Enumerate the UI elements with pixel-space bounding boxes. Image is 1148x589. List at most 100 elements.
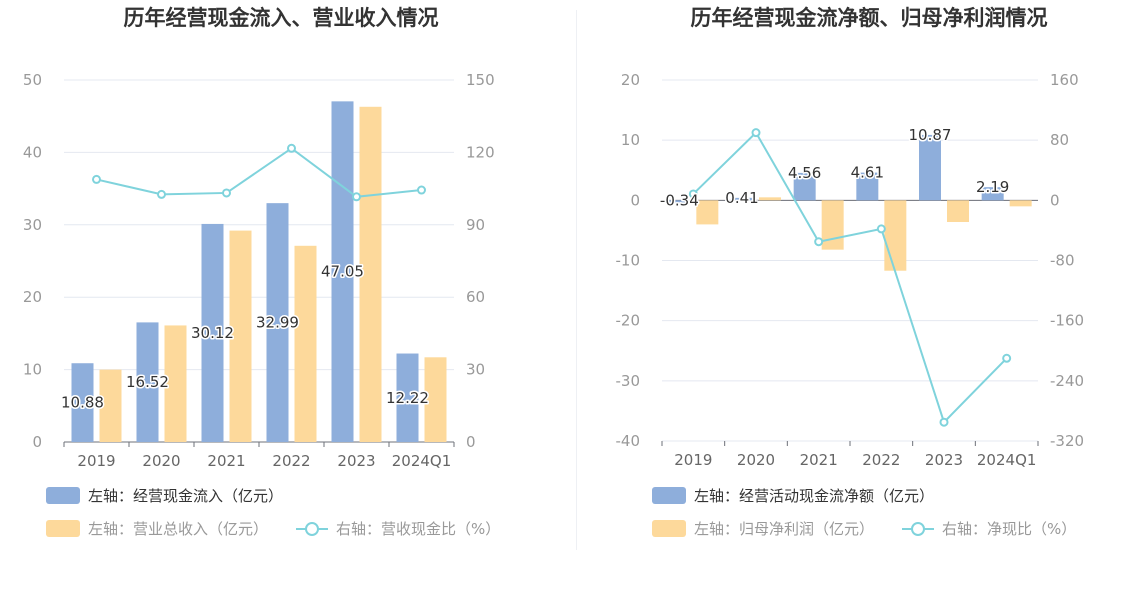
y2-tick-label: 60 <box>466 288 485 306</box>
legend-swatch-line-marker <box>305 522 319 536</box>
bar-series-2 <box>294 245 317 442</box>
line-point <box>222 188 231 198</box>
data-label: 4.56 <box>788 164 821 182</box>
bar-series-2 <box>424 357 447 442</box>
legend-label-line: 右轴：营收现金比（%） <box>336 520 500 538</box>
y-tick-label: 40 <box>23 143 42 161</box>
x-tick-label: 2020 <box>142 452 180 470</box>
x-tick-label: 2022 <box>862 451 900 469</box>
line-point <box>92 174 101 184</box>
data-label: 12.22 <box>386 389 429 407</box>
x-tick-label: 2023 <box>925 451 963 469</box>
x-tick-label: 2024Q1 <box>977 451 1037 469</box>
y-tick-label: 0 <box>32 433 42 451</box>
data-label: 32.99 <box>256 314 299 332</box>
bar-series-2 <box>164 325 187 442</box>
bar-series-2 <box>696 200 719 225</box>
bar-series-2 <box>884 200 907 271</box>
bar-series-1 <box>71 363 94 442</box>
line-point <box>287 143 296 153</box>
data-label: 16.52 <box>126 373 169 391</box>
y-tick-label: 20 <box>621 71 640 89</box>
line-point <box>939 417 949 427</box>
x-tick-label: 2020 <box>737 451 775 469</box>
chart-title: 历年经营现金流净额、归母净利润情况 <box>691 6 1048 30</box>
legend-label-bar-2: 左轴：归母净利润（亿元） <box>694 520 874 538</box>
y2-tick-label: 150 <box>466 71 495 89</box>
x-tick-label: 2019 <box>674 451 712 469</box>
line-series <box>96 147 422 198</box>
data-label: 4.61 <box>851 164 884 182</box>
bar-series-2 <box>759 197 781 201</box>
x-tick-label: 2021 <box>207 452 245 470</box>
y2-tick-label: 160 <box>1050 71 1079 89</box>
y2-tick-label: 120 <box>466 143 495 161</box>
y2-tick-label: -320 <box>1050 432 1084 450</box>
y-tick-label: 0 <box>630 191 640 209</box>
line-point <box>417 185 426 195</box>
line-point <box>876 224 886 234</box>
data-label: 0.41 <box>725 189 758 207</box>
bar-series-2 <box>99 369 122 442</box>
line-point <box>814 237 824 247</box>
y2-tick-label: -240 <box>1050 372 1084 390</box>
y-tick-label: -10 <box>616 252 641 270</box>
line-point <box>352 192 361 202</box>
bar-series-1 <box>793 172 816 201</box>
y2-tick-label: 0 <box>1050 191 1060 209</box>
bar-series-1 <box>136 322 159 442</box>
bar-series-1 <box>266 203 289 442</box>
chart-netcash-profit: 历年经营现金流净额、归母净利润情况 20 160 10 80 0 0 -10 -80 -20 -16… <box>616 6 1085 538</box>
bar-series-1 <box>396 353 419 442</box>
x-tick-label: 2019 <box>77 452 115 470</box>
line-point <box>688 189 698 199</box>
chart-divider <box>576 10 577 550</box>
bar-series-1 <box>731 197 753 201</box>
y2-tick-label: -160 <box>1050 312 1084 330</box>
data-label: -0.34 <box>660 191 699 209</box>
data-label: 30.12 <box>191 324 234 342</box>
bar-series-1 <box>331 101 354 442</box>
legend-label-bar-1: 左轴：经营活动现金流净额（亿元） <box>694 487 934 505</box>
x-tick-label: 2022 <box>272 452 310 470</box>
data-label: 47.05 <box>321 263 364 281</box>
legend-swatch-line-marker <box>911 522 925 536</box>
x-tick-label: 2021 <box>800 451 838 469</box>
bar-series-2 <box>359 106 382 443</box>
y-tick-label: -20 <box>616 312 641 330</box>
bar-series-1 <box>201 223 224 442</box>
bar-series-2 <box>821 200 844 250</box>
legend-label-bar-2: 左轴：营业总收入（亿元） <box>88 520 268 538</box>
legend-swatch-bar-1 <box>46 487 80 504</box>
y-tick-label: -30 <box>616 372 641 390</box>
legend-swatch-bar-2 <box>652 520 686 537</box>
y-tick-label: 50 <box>23 71 42 89</box>
line-point <box>751 128 761 138</box>
bar-series-2 <box>229 230 252 442</box>
legend-swatch-bar-2 <box>46 520 80 537</box>
y2-tick-label: 0 <box>466 433 476 451</box>
bar-series-1 <box>919 134 941 201</box>
y-tick-label: 20 <box>23 288 42 306</box>
data-label: 10.87 <box>909 126 952 144</box>
line-series <box>692 131 1008 425</box>
data-label: 2.19 <box>976 178 1009 196</box>
legend-swatch-bar-1 <box>652 487 686 504</box>
legend-label-line: 右轴：净现比（%） <box>942 520 1076 538</box>
line-point <box>1002 353 1012 363</box>
y2-tick-label: 80 <box>1050 131 1069 149</box>
y2-tick-label: 90 <box>466 216 485 234</box>
line-point <box>157 189 166 199</box>
bar-series-1 <box>856 172 879 201</box>
data-label: 10.88 <box>61 394 104 412</box>
y-tick-label: 30 <box>23 216 42 234</box>
x-tick-label: 2024Q1 <box>392 452 452 470</box>
y-tick-label: 10 <box>621 131 640 149</box>
bar-series-2 <box>947 200 969 222</box>
bar-series-1 <box>981 187 1004 201</box>
chart-title: 历年经营现金流入、营业收入情况 <box>124 6 439 30</box>
bar-series-1 <box>668 200 691 203</box>
y2-tick-label: 30 <box>466 361 485 379</box>
y-tick-label: 10 <box>23 361 42 379</box>
